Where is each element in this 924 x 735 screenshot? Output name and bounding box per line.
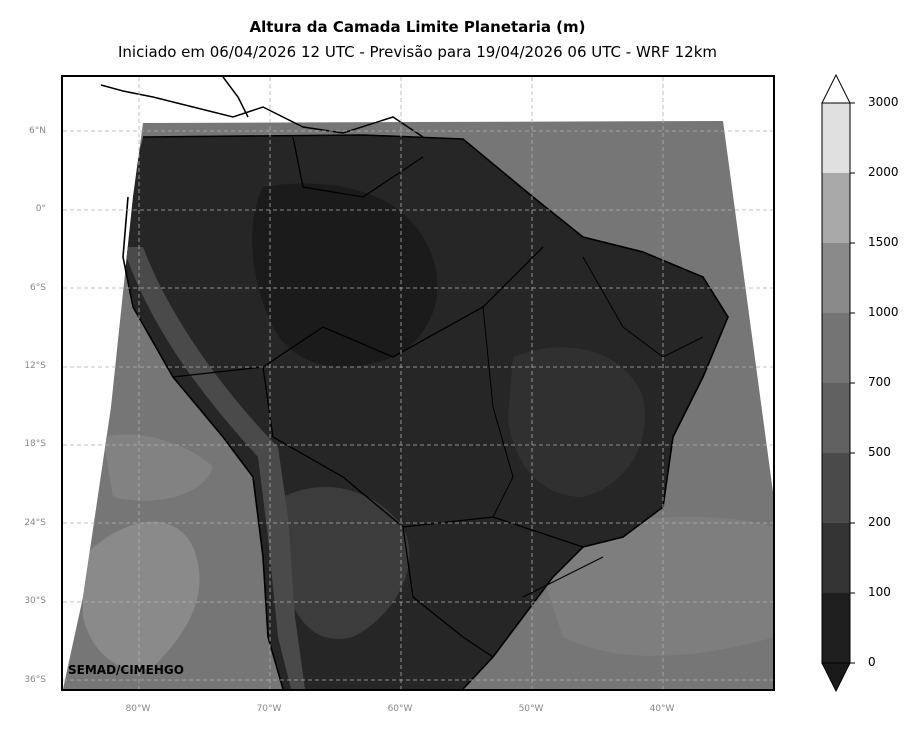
central-america-coast [222, 77, 249, 118]
lat-label: 6°S [30, 283, 46, 293]
border-line-2 [262, 366, 584, 548]
gridlines [63, 77, 773, 689]
colorbar-under-arrow [821, 662, 851, 693]
colorbar-segment [822, 453, 850, 523]
border-line-6 [582, 256, 704, 358]
lat-label: 6°N [29, 126, 46, 136]
colorbar-ticks [850, 102, 855, 664]
credit-label: SEMAD/CIMEHGO [68, 663, 184, 677]
colorbar [821, 73, 855, 693]
colorbar-label: 3000 [868, 95, 899, 109]
atlantic-light-zone [533, 516, 773, 656]
colorbar-over-arrow [821, 73, 851, 104]
lat-label: 36°S [24, 675, 46, 685]
colorbar-label: 1500 [868, 235, 899, 249]
lon-label: 60°W [387, 704, 413, 714]
lat-label: 30°S [24, 596, 46, 606]
border-line [172, 246, 544, 378]
border-line-7 [522, 556, 604, 598]
pacific-light-zone [83, 521, 200, 670]
map-panel [61, 75, 775, 691]
colorbar-label: 2000 [868, 165, 899, 179]
west-coastline [122, 196, 284, 689]
lon-label: 70°W [256, 704, 282, 714]
border-line-3 [292, 136, 424, 198]
colorbar-label: 500 [868, 445, 891, 459]
amazon-dark-core [252, 183, 438, 367]
map-subtitle: Iniciado em 06/04/2026 12 UTC - Previsão… [117, 43, 718, 61]
east-coastline [142, 134, 729, 689]
colorbar-label: 100 [868, 585, 891, 599]
lat-label: 24°S [24, 518, 46, 528]
andes-ridge [123, 247, 305, 689]
lat-label: 12°S [24, 361, 46, 371]
border-line-5 [482, 306, 514, 518]
colorbar-label: 200 [868, 515, 891, 529]
map-canvas [63, 77, 773, 689]
pacific-light-zone-2 [103, 434, 213, 501]
colorbar-segment [822, 243, 850, 313]
lon-label: 50°W [518, 704, 544, 714]
colorbar-segment [822, 383, 850, 453]
colorbar-label: 0 [868, 655, 876, 669]
colorbar-segments [822, 103, 850, 663]
interior-mid-zone [508, 347, 645, 497]
map-title: Altura da Camada Limite Planetaria (m) [249, 18, 586, 36]
lon-label: 40°W [649, 704, 675, 714]
colorbar-segment [822, 173, 850, 243]
colorbar-label: 1000 [868, 305, 899, 319]
colorbar-label: 700 [868, 375, 891, 389]
colorbar-segment [822, 523, 850, 593]
north-coastline [100, 84, 424, 138]
colorbar-segment [822, 593, 850, 663]
lat-label: 0° [35, 204, 46, 214]
colorbar-segment [822, 313, 850, 383]
lat-label: 18°S [24, 439, 46, 449]
chaco-mid-zone [283, 487, 410, 639]
lon-label: 80°W [125, 704, 151, 714]
border-line-4 [402, 526, 494, 658]
colorbar-segment [822, 103, 850, 173]
